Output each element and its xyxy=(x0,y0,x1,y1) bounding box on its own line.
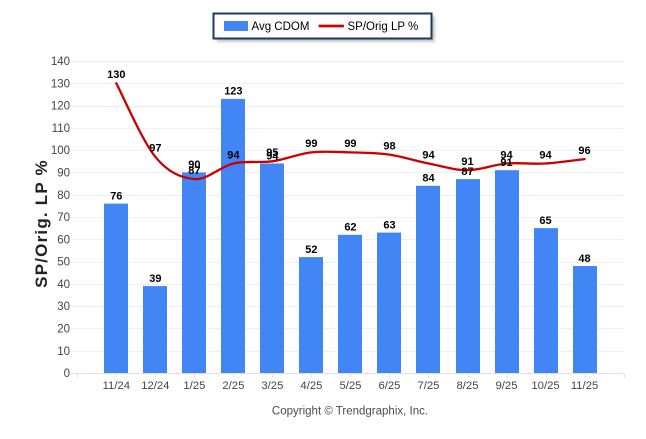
svg-text:98: 98 xyxy=(383,140,395,152)
svg-text:130: 130 xyxy=(51,78,70,90)
svg-text:10: 10 xyxy=(57,346,70,358)
svg-text:65: 65 xyxy=(539,215,551,227)
svg-text:91: 91 xyxy=(500,157,512,169)
svg-text:94: 94 xyxy=(422,149,435,161)
svg-text:120: 120 xyxy=(51,101,70,113)
svg-text:94: 94 xyxy=(539,149,552,161)
svg-text:39: 39 xyxy=(149,273,161,285)
svg-text:52: 52 xyxy=(305,244,317,256)
svg-text:7/25: 7/25 xyxy=(417,380,439,392)
svg-text:SP/Orig. LP %: SP/Orig. LP % xyxy=(32,159,51,288)
svg-text:70: 70 xyxy=(57,212,70,224)
svg-text:12/24: 12/24 xyxy=(141,380,169,392)
svg-text:SP/Orig LP %: SP/Orig LP % xyxy=(348,21,419,33)
svg-text:63: 63 xyxy=(383,219,395,231)
svg-text:95: 95 xyxy=(266,147,278,159)
svg-text:87: 87 xyxy=(188,165,200,177)
svg-text:140: 140 xyxy=(51,56,70,68)
svg-text:94: 94 xyxy=(227,149,240,161)
svg-text:110: 110 xyxy=(52,123,70,135)
svg-text:10/25: 10/25 xyxy=(531,380,559,392)
svg-text:80: 80 xyxy=(57,190,70,202)
svg-text:87: 87 xyxy=(461,166,473,178)
svg-text:130: 130 xyxy=(107,69,125,81)
svg-text:96: 96 xyxy=(578,145,590,157)
svg-text:40: 40 xyxy=(57,279,70,291)
svg-text:2/25: 2/25 xyxy=(222,380,244,392)
svg-text:Avg CDOM: Avg CDOM xyxy=(252,21,310,33)
svg-text:76: 76 xyxy=(110,190,122,202)
svg-text:4/25: 4/25 xyxy=(300,380,322,392)
svg-text:20: 20 xyxy=(57,324,70,336)
svg-text:9/25: 9/25 xyxy=(496,380,518,392)
svg-text:50: 50 xyxy=(57,257,70,269)
svg-text:3/25: 3/25 xyxy=(261,380,283,392)
svg-text:6/25: 6/25 xyxy=(378,380,400,392)
svg-text:90: 90 xyxy=(57,168,70,180)
svg-text:5/25: 5/25 xyxy=(339,380,361,392)
svg-text:Copyright © Trendgraphix, Inc.: Copyright © Trendgraphix, Inc. xyxy=(272,406,428,418)
svg-text:8/25: 8/25 xyxy=(457,380,479,392)
svg-text:97: 97 xyxy=(149,143,161,155)
svg-text:0: 0 xyxy=(64,368,70,380)
svg-text:11/25: 11/25 xyxy=(571,380,598,392)
svg-text:100: 100 xyxy=(51,145,70,157)
svg-text:94: 94 xyxy=(500,149,513,161)
svg-text:30: 30 xyxy=(57,301,70,313)
svg-text:94: 94 xyxy=(266,150,279,162)
svg-text:99: 99 xyxy=(305,138,317,150)
svg-text:60: 60 xyxy=(57,234,70,246)
svg-text:1/25: 1/25 xyxy=(183,380,205,392)
svg-text:48: 48 xyxy=(578,253,590,265)
svg-text:91: 91 xyxy=(461,156,473,168)
svg-text:11/24: 11/24 xyxy=(103,380,130,392)
svg-text:99: 99 xyxy=(344,138,356,150)
svg-text:90: 90 xyxy=(188,159,200,171)
svg-text:84: 84 xyxy=(422,173,435,185)
svg-text:123: 123 xyxy=(224,86,242,98)
svg-text:62: 62 xyxy=(344,222,356,234)
